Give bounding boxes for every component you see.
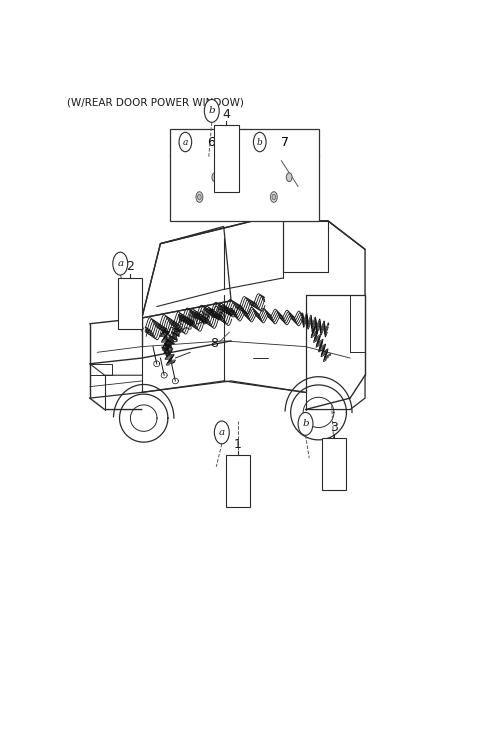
Circle shape: [270, 192, 277, 202]
Circle shape: [196, 192, 203, 202]
Text: b: b: [208, 106, 215, 115]
Circle shape: [198, 194, 201, 200]
Text: (W/REAR DOOR POWER WINDOW): (W/REAR DOOR POWER WINDOW): [67, 98, 244, 108]
Circle shape: [272, 194, 276, 200]
Text: b: b: [302, 419, 309, 429]
Text: 3: 3: [330, 421, 338, 434]
Text: 7: 7: [281, 135, 289, 149]
Text: a: a: [183, 137, 188, 146]
Circle shape: [298, 412, 313, 435]
Circle shape: [179, 132, 192, 152]
Text: 6: 6: [207, 135, 215, 149]
Text: 4: 4: [223, 108, 230, 120]
Circle shape: [212, 173, 217, 181]
Text: 2: 2: [126, 260, 134, 273]
Circle shape: [215, 421, 229, 444]
Circle shape: [113, 252, 128, 275]
Text: b: b: [257, 137, 263, 146]
Text: 8: 8: [210, 337, 218, 350]
Circle shape: [253, 132, 266, 152]
Text: 1: 1: [234, 438, 241, 451]
Bar: [322, 438, 347, 490]
Bar: [170, 129, 319, 221]
Text: a: a: [219, 428, 225, 437]
Bar: [118, 278, 142, 329]
Bar: [215, 126, 239, 192]
Circle shape: [204, 100, 219, 123]
Text: 5: 5: [277, 152, 285, 164]
Text: a: a: [117, 259, 123, 268]
Bar: [226, 455, 250, 507]
Circle shape: [286, 173, 292, 181]
